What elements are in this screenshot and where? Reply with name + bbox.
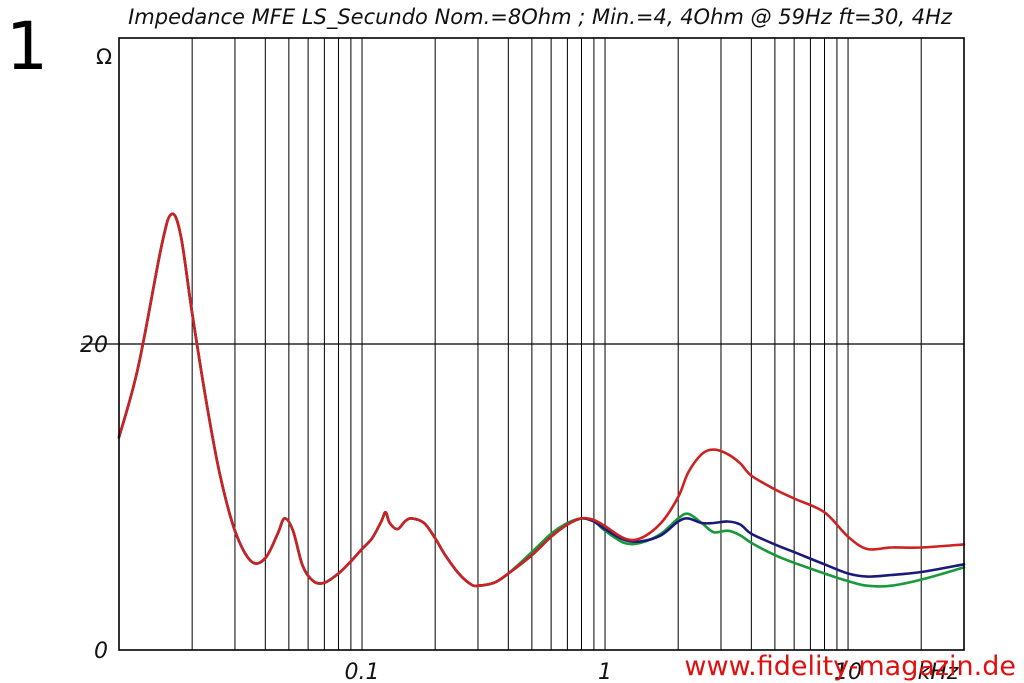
x-tick-label: 0.1 <box>345 660 380 683</box>
tick-labels: 0.1 1 10 0 20 <box>80 333 862 683</box>
series-layer <box>117 212 966 588</box>
watermark: www.fidelity-magazin.de <box>684 651 1016 682</box>
x-tick-label: 1 <box>598 660 612 683</box>
x-axis-label: kHz <box>918 660 959 683</box>
y-tick-label: 20 <box>80 333 108 358</box>
grid <box>81 38 964 650</box>
chart-title: Impedance MFE LS_Secundo Nom.=8Ohm ; Min… <box>128 5 953 30</box>
plot-frame <box>118 37 965 651</box>
y-axis-label: Ω <box>96 45 112 69</box>
series-line-3 <box>117 212 966 588</box>
x-tick-label: 10 <box>834 660 862 683</box>
figure-number: 1 <box>6 8 48 85</box>
y-tick-label: 0 <box>94 639 108 664</box>
